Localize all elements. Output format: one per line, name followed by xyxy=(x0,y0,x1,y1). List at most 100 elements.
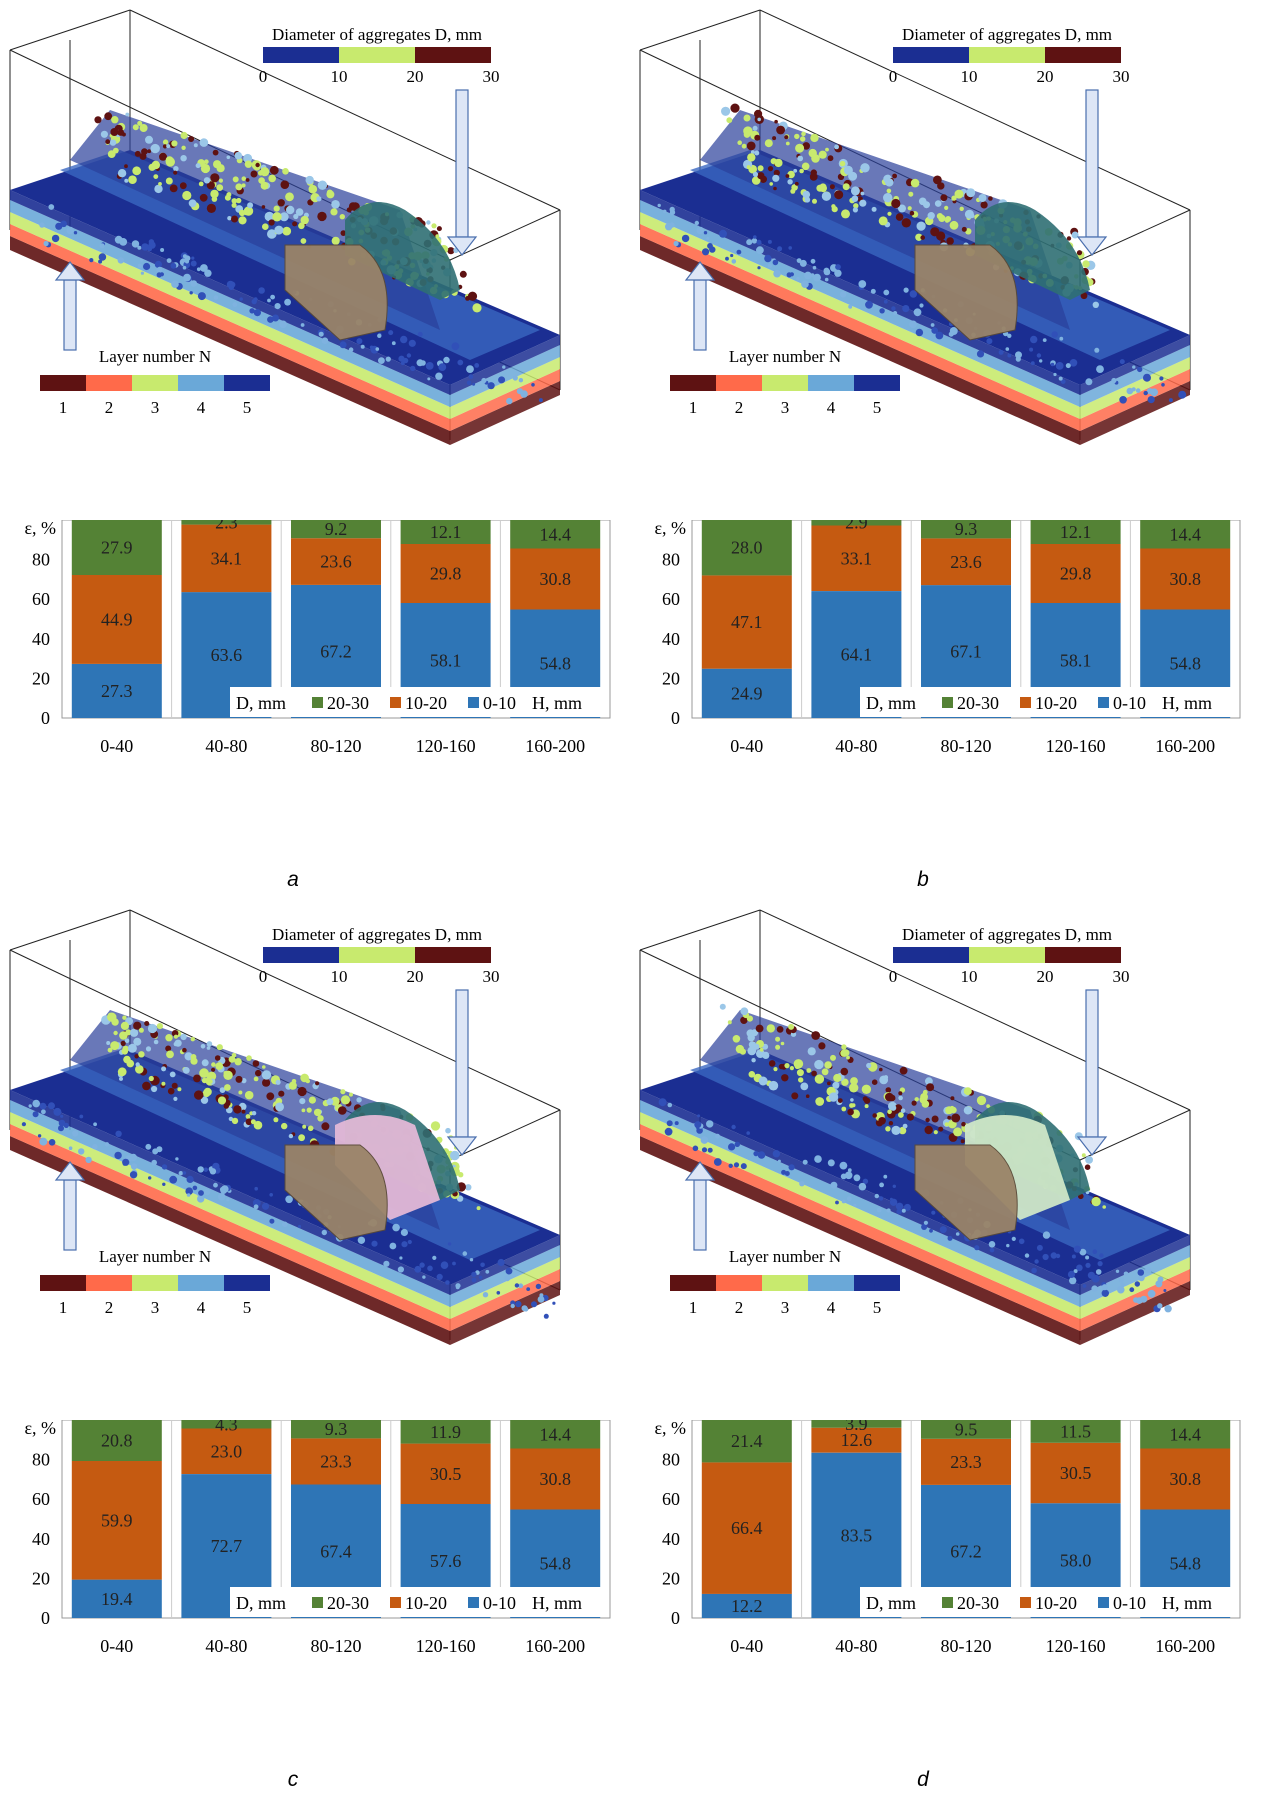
data-label: 66.4 xyxy=(731,1518,763,1538)
box-edge xyxy=(639,909,761,951)
aggregate-particle xyxy=(773,186,777,191)
aggregate-particle xyxy=(151,1159,157,1166)
aggregate-particle xyxy=(743,114,751,122)
aggregate-particle xyxy=(207,1079,213,1084)
aggregate-particle xyxy=(930,323,935,327)
aggregate-particle xyxy=(21,1122,26,1127)
aggregate-particle xyxy=(214,1055,221,1061)
aggregate-particle xyxy=(703,231,708,235)
aggregate-particle xyxy=(295,208,304,216)
aggregate-particle xyxy=(774,119,778,124)
data-label: 54.8 xyxy=(1169,654,1201,674)
aggregate-particle xyxy=(766,1024,775,1033)
aggregate-particle xyxy=(388,330,394,336)
diameter-scale-tick: 0 xyxy=(889,967,898,986)
aggregate-particle xyxy=(959,206,964,211)
aggregate-particle xyxy=(889,1198,898,1206)
aggregate-particle xyxy=(811,1070,817,1077)
aggregate-particle xyxy=(773,269,781,278)
aggregate-particle xyxy=(818,1042,826,1050)
aggregate-particle xyxy=(847,1108,854,1116)
layer-band xyxy=(1080,1257,1190,1319)
aggregate-particle xyxy=(901,1208,906,1213)
aggregate-particle xyxy=(1132,365,1136,369)
aggregate-particle xyxy=(812,198,817,204)
x-tick-label: 40-80 xyxy=(835,1636,877,1656)
bar-segment xyxy=(1030,1420,1121,1443)
stacked-bar-chart: 0 20 40 60 80 ε, % 24.9 47.1 28.0 0-40 64.1 33.1 2.9… xyxy=(654,520,1241,756)
aggregate-particle xyxy=(400,1228,408,1237)
aggregate-particle xyxy=(92,1144,98,1150)
aggregate-particle xyxy=(707,243,713,249)
diameter-scale-tick: 30 xyxy=(483,67,500,86)
aggregate-particle xyxy=(432,1255,437,1260)
aggregate-particle xyxy=(657,203,661,208)
aggregate-particle xyxy=(806,1068,812,1073)
aggregate-particle xyxy=(775,1044,781,1050)
aggregate-particle xyxy=(810,133,819,143)
aggregate-particle xyxy=(426,220,431,225)
aggregate-particle xyxy=(134,150,141,157)
legend-swatch xyxy=(390,697,401,708)
aggregate-particle xyxy=(794,181,799,186)
aggregate-particle xyxy=(339,214,345,220)
aggregate-particle xyxy=(510,1303,515,1309)
aggregate-particle xyxy=(947,1115,952,1120)
legend-background xyxy=(230,1587,608,1617)
aggregate-particle xyxy=(1157,1276,1164,1283)
aggregate-particle xyxy=(772,136,777,141)
aggregate-particle xyxy=(213,295,219,300)
aggregate-particle xyxy=(921,1100,930,1108)
aggregate-particle xyxy=(681,234,690,243)
aggregate-particle xyxy=(1042,338,1047,342)
aggregate-particle xyxy=(481,377,487,384)
aggregate-particle xyxy=(1015,351,1022,359)
layer-scale-label: 3 xyxy=(781,1298,790,1317)
aggregate-particle xyxy=(209,1168,217,1175)
aggregate-particle xyxy=(789,1066,794,1071)
aggregate-particle xyxy=(241,176,247,181)
aggregate-particle xyxy=(1164,1305,1172,1313)
aggregate-particle xyxy=(787,179,793,185)
aggregate-particle xyxy=(450,1150,460,1161)
aggregate-particle xyxy=(799,168,804,174)
aggregate-particle xyxy=(736,249,742,255)
aggregate-particle xyxy=(247,202,254,209)
aggregate-particle xyxy=(934,200,942,207)
aggregate-particle xyxy=(772,174,780,182)
layer-band xyxy=(640,1136,1080,1345)
aggregate-particle xyxy=(338,1106,347,1115)
bar-segment xyxy=(400,1420,491,1444)
box-edge xyxy=(129,9,561,211)
aggregate-particle xyxy=(740,1007,749,1016)
aggregate-particle xyxy=(117,1067,127,1077)
aggregate-particle xyxy=(331,200,340,209)
guide-wall xyxy=(965,1115,1070,1220)
aggregate-particle xyxy=(250,170,258,178)
aggregate-particle xyxy=(939,1226,947,1234)
data-label: 44.9 xyxy=(101,610,133,630)
arrow-shaft xyxy=(1085,89,1099,238)
plough-blade xyxy=(914,1144,1018,1241)
aggregate-particle xyxy=(758,1076,768,1086)
box-edge xyxy=(1079,209,1191,261)
aggregate-particle xyxy=(169,1071,176,1078)
aggregate-particle xyxy=(117,169,127,178)
data-label: 67.2 xyxy=(320,642,352,662)
data-label: 21.4 xyxy=(731,1431,763,1451)
box-edge xyxy=(759,9,1191,211)
aggregate-particle xyxy=(122,1015,127,1020)
data-label: 9.5 xyxy=(955,1420,978,1439)
aggregate-particle xyxy=(923,201,930,209)
legend-background xyxy=(870,20,1145,50)
layer-scale-label: 1 xyxy=(689,398,698,417)
aggregate-particle xyxy=(879,1067,883,1072)
legend-h-label: H, mm xyxy=(1162,693,1212,713)
aggregate-particle xyxy=(895,213,904,221)
x-tick-label: 0-40 xyxy=(100,736,133,756)
aggregate-particle xyxy=(1091,1285,1098,1292)
aggregate-particle xyxy=(321,1122,330,1131)
y-tick-label: 40 xyxy=(32,1529,50,1549)
layer-band xyxy=(450,357,560,419)
aggregate-particle xyxy=(835,1200,839,1205)
